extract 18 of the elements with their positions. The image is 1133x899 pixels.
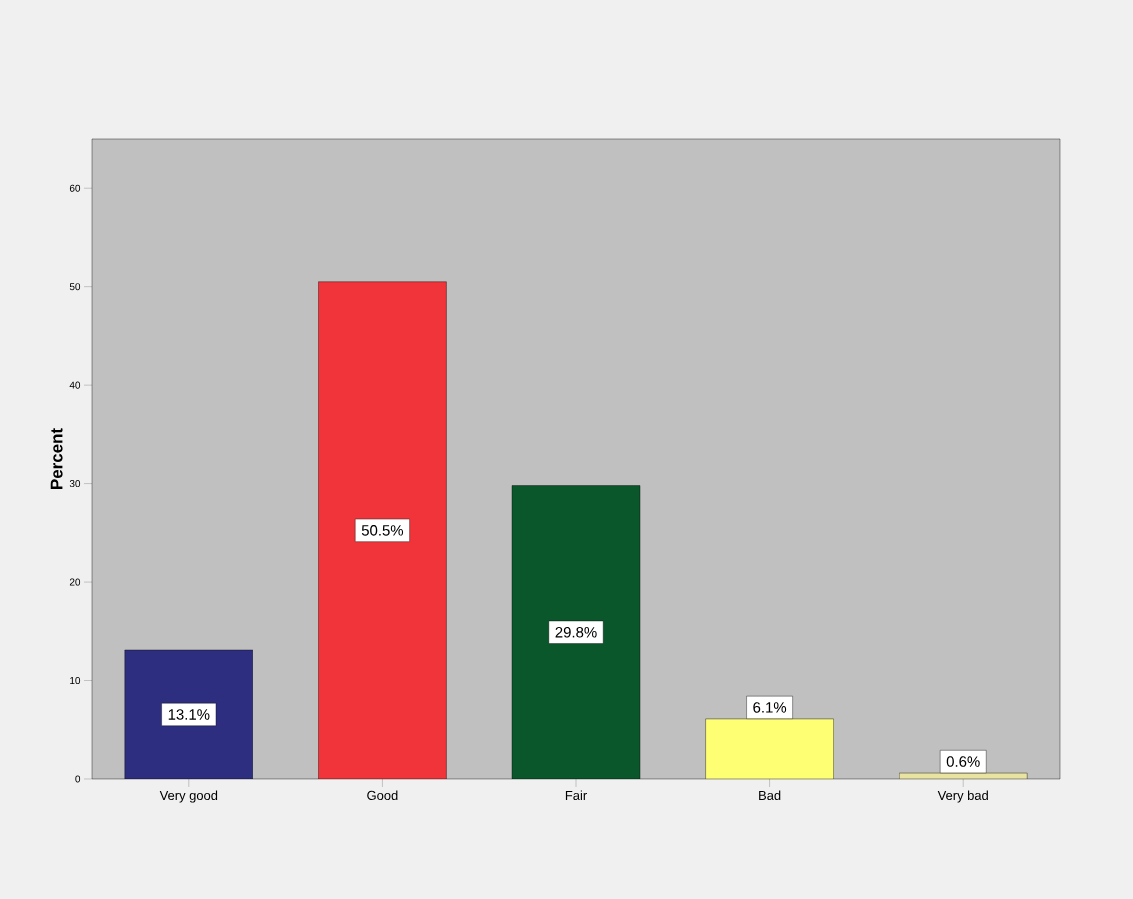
data-label: 29.8% <box>555 626 597 638</box>
y-tick-label: 0 <box>75 775 81 783</box>
y-tick-label: 30 <box>69 480 81 488</box>
x-tick-label: Fair <box>565 790 587 801</box>
y-tick-label: 40 <box>69 381 81 389</box>
data-label: 6.1% <box>753 702 787 713</box>
data-label: 50.5% <box>361 525 404 536</box>
y-tick-label: 50 <box>69 283 81 291</box>
x-tick-label: Bad <box>759 790 781 801</box>
y-axis-title: Percent <box>50 428 63 489</box>
x-tick-label: Very bad <box>937 790 988 803</box>
x-tick-label: Very good <box>159 790 218 803</box>
y-tick-label: 60 <box>69 184 81 192</box>
x-tick-label: Good <box>367 790 398 801</box>
y-tick-label: 20 <box>69 578 81 586</box>
data-label: 0.6% <box>946 756 980 767</box>
data-label: 13.1% <box>168 709 210 720</box>
y-tick-label: 10 <box>70 677 81 685</box>
